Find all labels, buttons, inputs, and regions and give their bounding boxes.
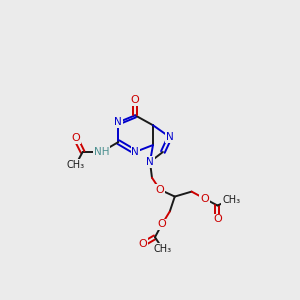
Text: N: N	[166, 132, 174, 142]
Text: O: O	[139, 239, 147, 249]
Text: N: N	[146, 157, 154, 167]
Text: N: N	[131, 147, 139, 157]
Text: CH₃: CH₃	[154, 244, 172, 254]
Text: CH₃: CH₃	[67, 160, 85, 170]
Text: NH: NH	[94, 147, 109, 157]
Text: O: O	[71, 133, 80, 143]
Text: O: O	[200, 194, 209, 203]
Text: N: N	[114, 117, 122, 127]
Text: O: O	[131, 95, 140, 106]
Text: O: O	[213, 214, 222, 224]
Text: O: O	[158, 219, 166, 229]
Text: O: O	[155, 184, 164, 195]
Text: CH₃: CH₃	[222, 194, 240, 205]
